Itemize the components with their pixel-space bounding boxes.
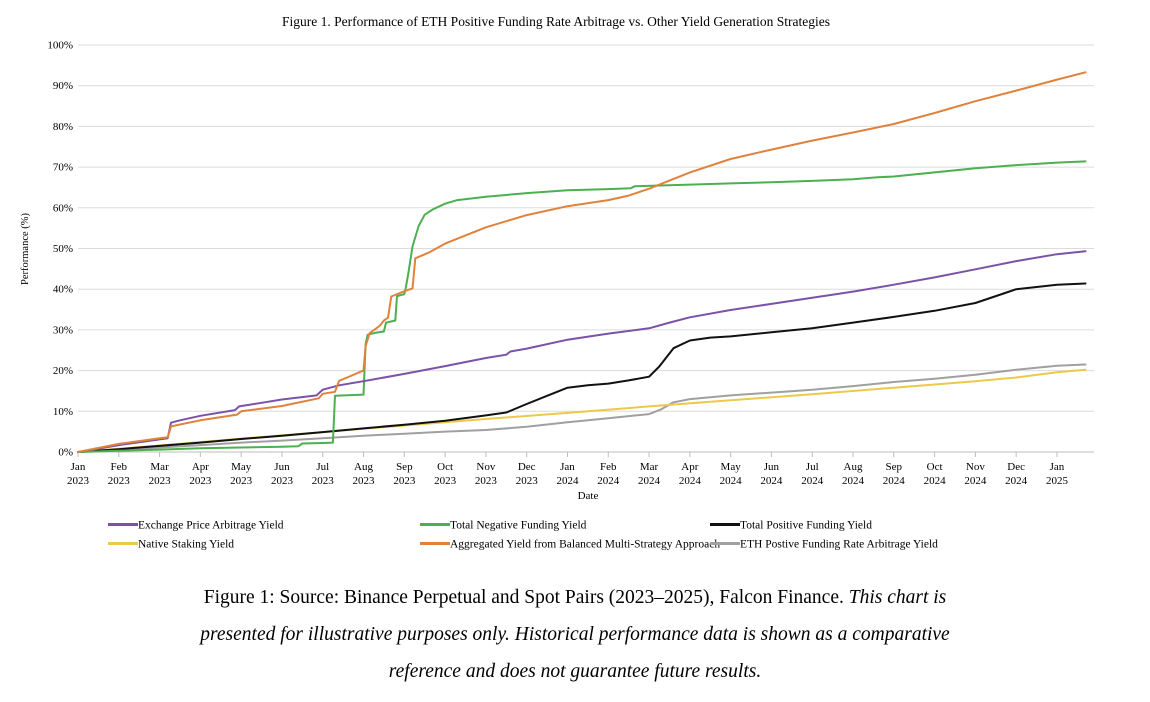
legend-label: Native Staking Yield <box>138 538 235 551</box>
performance-chart: Figure 1. Performance of ETH Positive Fu… <box>20 14 1094 502</box>
svg-text:Mar: Mar <box>150 461 169 473</box>
svg-text:40%: 40% <box>53 284 73 296</box>
legend-marker-purple <box>108 523 138 526</box>
svg-text:May: May <box>721 461 742 473</box>
y-grid-and-ticks: 0% 10% 20% 30% 40% 50% 60% 70% 80% 90% 100% <box>47 40 1094 459</box>
svg-text:Oct: Oct <box>437 461 453 473</box>
legend-item-aggregated-yield: Aggregated Yield from Balanced Multi-Str… <box>420 537 720 551</box>
svg-text:2023: 2023 <box>149 475 172 487</box>
legend-marker-black <box>710 523 740 526</box>
series-line-total-negative-funding-yield <box>77 160 1087 453</box>
svg-text:2024: 2024 <box>760 475 783 487</box>
svg-text:Nov: Nov <box>966 461 985 473</box>
legend-marker-gray <box>710 542 740 545</box>
svg-text:Dec: Dec <box>1007 461 1025 473</box>
legend-label: ETH Postive Funding Rate Arbitrage Yield <box>740 538 938 551</box>
svg-text:70%: 70% <box>53 162 73 174</box>
svg-text:60%: 60% <box>53 202 73 214</box>
legend-label: Exchange Price Arbitrage Yield <box>138 519 284 532</box>
x-axis-ticks: Jan 2023 Feb 2023 Mar 2023 Apr 2023 May 2023 Jun 20… <box>67 452 1068 487</box>
figure-caption: Figure 1: Source: Binance Perpetual and … <box>0 579 1150 690</box>
svg-text:2023: 2023 <box>516 475 539 487</box>
svg-text:2024: 2024 <box>924 475 947 487</box>
svg-text:2023: 2023 <box>271 475 294 487</box>
x-axis-label: Date <box>578 490 599 502</box>
svg-text:2024: 2024 <box>556 475 579 487</box>
svg-text:Jul: Jul <box>316 461 329 473</box>
svg-text:50%: 50% <box>53 243 73 255</box>
series-line-total-positive-funding-yield <box>77 282 1087 453</box>
svg-text:2023: 2023 <box>312 475 335 487</box>
svg-text:2024: 2024 <box>883 475 906 487</box>
legend-item-total-positive-funding: Total Positive Funding Yield <box>710 518 872 532</box>
svg-text:Feb: Feb <box>111 461 128 473</box>
svg-text:2024: 2024 <box>801 475 824 487</box>
legend-marker-yellow <box>108 542 138 545</box>
legend-label: Total Positive Funding Yield <box>740 519 872 532</box>
svg-text:Jan: Jan <box>560 461 575 473</box>
svg-text:Figure 1. Performance of ETH P: Figure 1. Performance of ETH Positive Fu… <box>282 14 830 29</box>
svg-text:Sep: Sep <box>886 461 903 473</box>
svg-text:May: May <box>231 461 252 473</box>
svg-text:Feb: Feb <box>600 461 617 473</box>
svg-text:100%: 100% <box>47 40 73 52</box>
caption-line-3: reference and does not guarantee future … <box>388 661 762 682</box>
svg-text:2024: 2024 <box>679 475 702 487</box>
svg-text:2023: 2023 <box>108 475 131 487</box>
series-line-exchange-price-arbitrage-yield <box>77 250 1087 453</box>
svg-text:2023: 2023 <box>393 475 416 487</box>
svg-text:30%: 30% <box>53 324 73 336</box>
legend-item-exchange-price-arbitrage: Exchange Price Arbitrage Yield <box>108 518 284 532</box>
svg-text:2024: 2024 <box>964 475 987 487</box>
legend-label: Total Negative Funding Yield <box>450 519 587 532</box>
svg-text:90%: 90% <box>53 80 73 92</box>
svg-text:2024: 2024 <box>720 475 743 487</box>
caption-line-2: presented for illustrative purposes only… <box>200 624 950 645</box>
series-lines <box>77 71 1087 453</box>
svg-text:2023: 2023 <box>434 475 457 487</box>
svg-text:2024: 2024 <box>638 475 661 487</box>
series-line-eth-postive-funding-rate-arbitrage-yield <box>77 363 1087 453</box>
svg-text:2023: 2023 <box>189 475 212 487</box>
svg-text:20%: 20% <box>53 365 73 377</box>
svg-text:Apr: Apr <box>681 461 698 473</box>
legend-label: Aggregated Yield from Balanced Multi-Str… <box>450 538 721 551</box>
svg-text:2023: 2023 <box>230 475 253 487</box>
svg-text:Performance (%): Performance (%) <box>20 213 31 286</box>
svg-text:Jan: Jan <box>71 461 86 473</box>
svg-text:Aug: Aug <box>844 461 863 473</box>
chart-title: Figure 1. Performance of ETH Positive Fu… <box>282 14 830 29</box>
svg-text:2023: 2023 <box>67 475 90 487</box>
svg-text:2023: 2023 <box>353 475 376 487</box>
svg-text:Oct: Oct <box>927 461 943 473</box>
svg-text:Jan: Jan <box>1050 461 1065 473</box>
svg-text:2024: 2024 <box>842 475 865 487</box>
svg-text:2024: 2024 <box>1005 475 1028 487</box>
svg-text:Jun: Jun <box>764 461 780 473</box>
svg-text:0%: 0% <box>58 447 73 459</box>
legend-marker-orange <box>420 542 450 545</box>
svg-text:2024: 2024 <box>597 475 620 487</box>
series-line-aggregated-yield-from-balanced-multi-strategy-approach <box>77 71 1087 453</box>
svg-text:Sep: Sep <box>396 461 413 473</box>
legend-item-native-staking: Native Staking Yield <box>108 537 234 551</box>
svg-text:Aug: Aug <box>354 461 373 473</box>
legend-item-total-negative-funding: Total Negative Funding Yield <box>420 518 586 532</box>
svg-text:2023: 2023 <box>475 475 498 487</box>
caption-line-1: Figure 1: Source: Binance Perpetual and … <box>203 587 947 608</box>
svg-text:Jun: Jun <box>274 461 290 473</box>
svg-text:Date: Date <box>578 490 599 502</box>
y-axis-label: Performance (%) <box>20 213 31 286</box>
svg-text:Nov: Nov <box>476 461 495 473</box>
legend-marker-green <box>420 523 450 526</box>
svg-text:80%: 80% <box>53 121 73 133</box>
svg-text:10%: 10% <box>53 406 73 418</box>
svg-text:Jul: Jul <box>806 461 819 473</box>
svg-text:Apr: Apr <box>192 461 209 473</box>
legend-item-eth-funding-arbitrage: ETH Postive Funding Rate Arbitrage Yield <box>710 537 938 551</box>
svg-text:Dec: Dec <box>518 461 536 473</box>
svg-text:2025: 2025 <box>1046 475 1069 487</box>
svg-text:Mar: Mar <box>640 461 659 473</box>
